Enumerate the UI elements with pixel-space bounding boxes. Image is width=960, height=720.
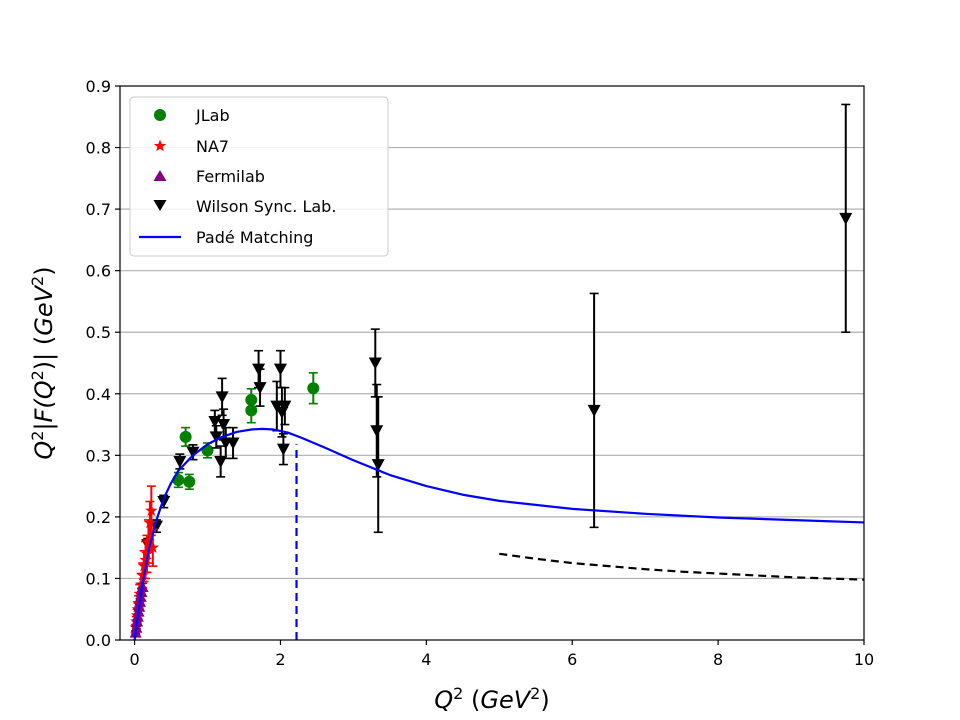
- legend-jlab-label: JLab: [195, 106, 230, 125]
- wilson-point: [839, 212, 853, 225]
- y-axis-label: Q2|F(Q2)| (GeV2): [28, 266, 58, 459]
- y-tick-label: 0.2: [86, 508, 111, 527]
- y-tick-label: 0.9: [86, 77, 111, 96]
- wilson-point: [215, 391, 229, 404]
- y-tick-label: 0.6: [86, 262, 111, 281]
- plot-area: [129, 103, 864, 640]
- legend-na7-label: NA7: [196, 137, 229, 156]
- y-tick-label: 0.7: [86, 200, 111, 219]
- jlab-point: [179, 430, 192, 443]
- x-tick-label: 4: [421, 650, 431, 669]
- wilson-point: [217, 419, 231, 432]
- na7-point: [142, 535, 155, 547]
- wilson-point: [209, 431, 223, 444]
- wilson-point: [368, 357, 382, 370]
- wilson-point: [276, 443, 290, 456]
- legend-fermilab-label: Fermilab: [196, 167, 265, 186]
- wilson-point: [149, 520, 163, 533]
- legend-na7-marker: [153, 139, 167, 152]
- wilson-point: [273, 363, 287, 376]
- wilson-point: [371, 459, 385, 472]
- wilson-point: [587, 404, 601, 417]
- axes-frame: [119, 85, 865, 641]
- jlab-point: [183, 475, 196, 488]
- legend-pade-label: Padé Matching: [196, 228, 313, 247]
- legend-wilson-marker: [153, 200, 167, 211]
- na7-point: [139, 553, 152, 566]
- legend: JLab NA7 Fermilab Wilson Sync. Lab. Padé…: [129, 96, 389, 257]
- wilson-point: [370, 425, 384, 438]
- na7-point: [145, 504, 158, 516]
- x-tick-label: 8: [713, 650, 723, 669]
- na7-point: [146, 541, 160, 553]
- wilson-point: [157, 496, 171, 508]
- y-tick-label: 0.4: [86, 385, 111, 404]
- jlab-point: [307, 382, 320, 395]
- wilson-point: [208, 415, 222, 428]
- wilson-point: [173, 455, 187, 468]
- y-tick-label: 0.3: [86, 446, 111, 465]
- pade-matching-line: [133, 427, 864, 640]
- y-tick-label: 0.1: [86, 569, 111, 588]
- x-axis-label: Q2 (GeV2): [434, 684, 549, 714]
- na7-point: [140, 547, 154, 560]
- wilson-point: [253, 382, 267, 395]
- y-tick-label: 0.5: [86, 323, 111, 342]
- na7-point: [137, 559, 151, 572]
- x-tick-label: 0: [129, 650, 139, 669]
- axis-ticks: 0.0 0.1 0.2 0.3 0.4 0.5 0.6 0.7 0.8 0.9 0 2 4 6 8 10: [86, 77, 875, 669]
- wilson-point: [226, 437, 240, 450]
- x-tick-label: 2: [275, 650, 285, 669]
- x-tick-label: 10: [854, 650, 874, 669]
- series-group: [129, 103, 864, 640]
- wilson-point: [278, 400, 292, 413]
- jlab-point: [245, 404, 258, 417]
- asymptotic-dashed-curve: [499, 552, 864, 581]
- legend-jlab-marker: [154, 109, 166, 121]
- x-tick-label: 6: [567, 650, 577, 669]
- legend-wilson-label: Wilson Sync. Lab.: [196, 197, 336, 216]
- y-tick-label: 0.8: [86, 139, 111, 158]
- na7-point: [143, 516, 157, 529]
- na7-point: [136, 568, 149, 581]
- legend-fermilab-marker: [153, 170, 167, 181]
- wilson-point: [186, 446, 200, 459]
- y-tick-label: 0.0: [86, 631, 111, 650]
- legend-box: [129, 96, 389, 257]
